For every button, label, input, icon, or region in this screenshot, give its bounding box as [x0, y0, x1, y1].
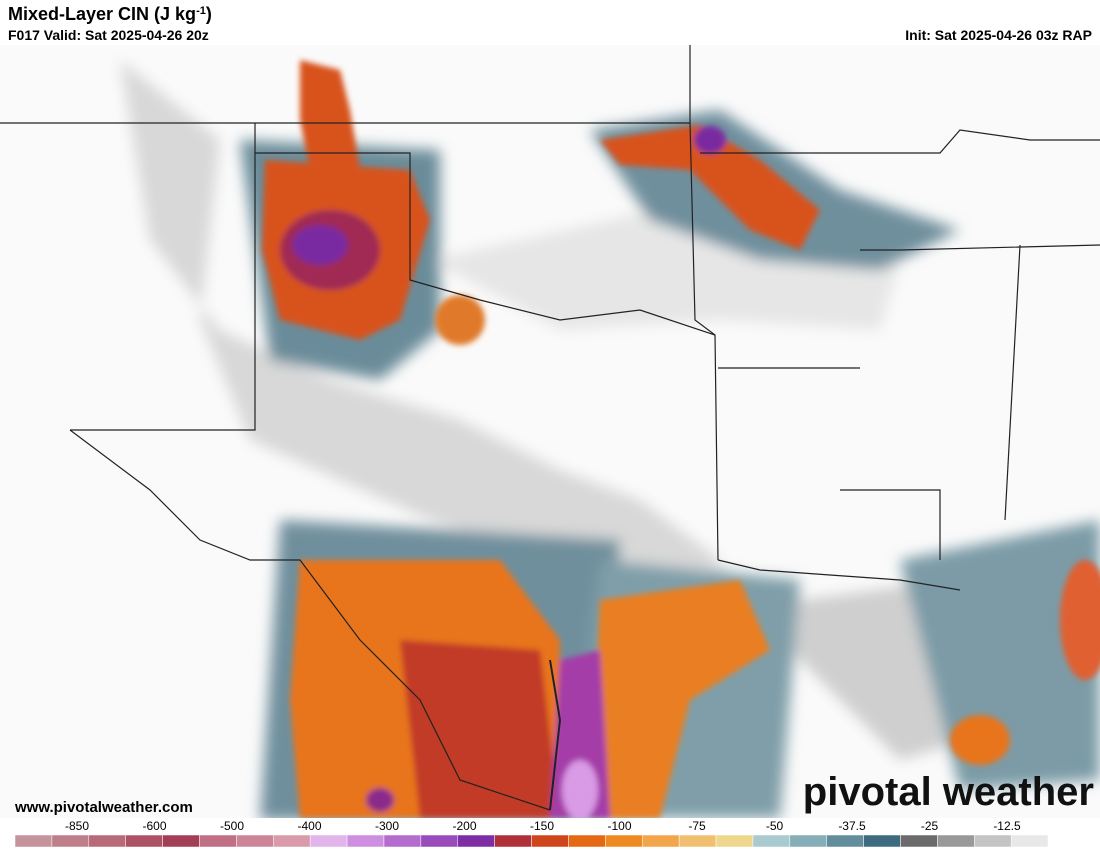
- colorbar-swatch: [752, 834, 791, 848]
- colorbar-label: -50: [766, 819, 784, 833]
- colorbar-swatch: [568, 834, 606, 848]
- colorbar-label: -75: [688, 819, 706, 833]
- colorbar-label: -300: [375, 819, 399, 833]
- colorbar-swatch: [51, 834, 90, 848]
- colorbar-swatch: [937, 834, 975, 848]
- title-end: ): [206, 4, 212, 24]
- colorbar-swatch: [162, 834, 200, 848]
- colorbar-label: -12.5: [993, 819, 1021, 833]
- title-text: Mixed-Layer CIN (J kg: [8, 4, 196, 24]
- colorbar-swatch: [125, 834, 163, 848]
- colorbar-swatch: [383, 834, 422, 848]
- colorbar-label: -600: [142, 819, 166, 833]
- colorbar-swatch: [1010, 834, 1049, 848]
- map: [0, 45, 1100, 818]
- colorbar-swatch: [420, 834, 459, 848]
- colorbar-label: -100: [607, 819, 631, 833]
- colorbar-swatch: [14, 834, 53, 848]
- colorbar-swatch: [273, 834, 311, 848]
- map-title: Mixed-Layer CIN (J kg-1): [8, 4, 212, 24]
- colorbar-label: -200: [452, 819, 476, 833]
- website: www.pivotalweather.com: [14, 799, 193, 816]
- colorbar-swatch: [826, 834, 864, 848]
- colorbar-label: -150: [530, 819, 554, 833]
- colorbar-label: -400: [297, 819, 321, 833]
- colorbar-swatch: [494, 834, 532, 848]
- title-superscript: -1: [196, 5, 206, 17]
- colorbar-swatch: [605, 834, 643, 848]
- colorbar-label: -25: [921, 819, 939, 833]
- colorbar-swatch: [309, 834, 348, 848]
- colorbar-swatch: [199, 834, 237, 848]
- colorbar-swatch: [641, 834, 680, 848]
- colorbar-swatch: [531, 834, 569, 848]
- colorbar-label: -37.5: [838, 819, 866, 833]
- colorbar-swatch: [974, 834, 1012, 848]
- colorbar-swatch: [900, 834, 938, 848]
- valid-time: F017 Valid: Sat 2025-04-26 20z: [8, 27, 209, 43]
- colorbar-swatch: [457, 834, 495, 848]
- colorbar-swatch: [863, 834, 901, 848]
- colorbar: -850 -600 -500 -400 -300 -200 -150 -100 -75 -50 -3…: [14, 819, 1086, 848]
- colorbar-label: -500: [220, 819, 244, 833]
- logo: pivotal weather: [803, 770, 1094, 814]
- colorbar-swatch: [236, 834, 274, 848]
- colorbar-swatch: [346, 834, 385, 848]
- colorbar-label: -850: [65, 819, 89, 833]
- init-time: Init: Sat 2025-04-26 03z RAP: [905, 27, 1092, 43]
- colorbar-swatch: [1047, 834, 1086, 848]
- colorbar-swatch: [88, 834, 126, 848]
- colorbar-swatch: [789, 834, 827, 848]
- colorbar-swatch: [678, 834, 717, 848]
- colorbar-swatch: [715, 834, 754, 848]
